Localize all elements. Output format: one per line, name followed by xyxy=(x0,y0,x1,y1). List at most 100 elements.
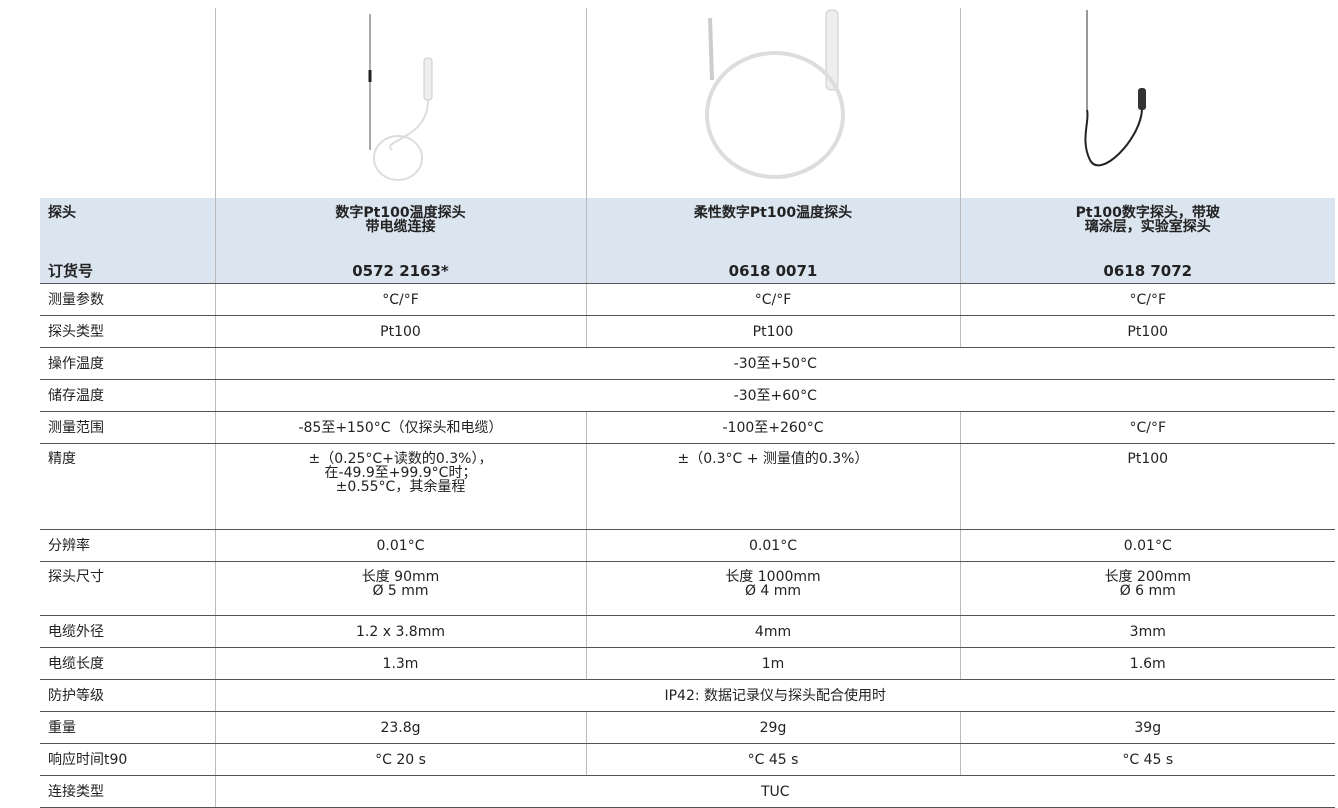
table-cell: Pt100 xyxy=(959,443,1335,530)
header-row: 探头 数字Pt100温度探头 带电缆连接 柔性数字Pt100温度探头 Pt100数字探头… xyxy=(40,198,1335,258)
table-cell: ±（0.3°C + 测量值的0.3%） xyxy=(585,443,960,530)
table-cell: 长度 200mm Ø 6 mm xyxy=(959,561,1335,616)
table-cell: 长度 1000mm Ø 4 mm xyxy=(585,561,960,616)
spec-table: 探头 数字Pt100温度探头 带电缆连接 柔性数字Pt100温度探头 Pt100数字探头… xyxy=(40,198,1335,808)
cell-line: 长度 1000mm xyxy=(725,569,821,585)
table-cell: 0618 0071 xyxy=(585,258,960,284)
table-cell: 连接类型 xyxy=(40,775,215,808)
cell-line: ±（0.3°C + 测量值的0.3%） xyxy=(677,451,869,467)
cell-line: °C/°F xyxy=(754,291,792,308)
table-cell: 39g xyxy=(959,711,1335,744)
cell-line: 长度 200mm xyxy=(1104,569,1191,585)
table-cell: 储存温度 xyxy=(40,379,215,412)
cell-line: 1.6m xyxy=(1129,655,1166,672)
spec-row: 操作温度 -30至+50°C xyxy=(40,347,1335,380)
cell-line: Ø 6 mm xyxy=(1119,583,1176,599)
table-cell: 测量范围 xyxy=(40,411,215,444)
table-cell: 0.01°C xyxy=(959,529,1335,562)
table-cell: 防护等级 xyxy=(40,679,215,712)
spec-row: 电缆长度 1.3m 1m 1.6m xyxy=(40,647,1335,680)
table-cell: 柔性数字Pt100温度探头 xyxy=(585,198,960,258)
table-cell: 数字Pt100温度探头 带电缆连接 xyxy=(214,198,586,258)
cell-line: °C 45 s xyxy=(747,751,799,768)
cell-line: 1.2 x 3.8mm xyxy=(356,623,445,640)
table-cell: 3mm xyxy=(959,615,1335,648)
order-row: 订货号 0572 2163* 0618 0071 0618 7072 xyxy=(40,258,1335,284)
table-cell: 1.2 x 3.8mm xyxy=(214,615,586,648)
cell-line: Ø 4 mm xyxy=(744,583,802,599)
cell-line: 长度 90mm xyxy=(361,569,440,585)
table-cell: -85至+150°C（仅探头和电缆） xyxy=(214,411,586,444)
table-cell: -100至+260°C xyxy=(585,411,960,444)
spec-row: 分辨率 0.01°C 0.01°C 0.01°C xyxy=(40,529,1335,562)
cell-line: ±（0.25°C+读数的0.3%）， xyxy=(308,451,493,467)
cell-line: 0.01°C xyxy=(376,537,425,554)
cell-line: 柔性数字Pt100温度探头 xyxy=(693,205,853,221)
product-images xyxy=(215,8,1146,198)
table-cell: 探头 xyxy=(40,198,215,258)
cell-line: 0.01°C xyxy=(1123,537,1172,554)
cell-line: ±0.55°C，其余量程 xyxy=(335,479,466,495)
spec-row: 响应时间t90 °C 20 s °C 45 s °C 45 s xyxy=(40,743,1335,776)
spec-row: 防护等级 IP42: 数据记录仪与探头配合使用时 xyxy=(40,679,1335,712)
table-cell: 订货号 xyxy=(40,258,215,284)
table-cell: Pt100 xyxy=(214,315,586,348)
cell-line: 23.8g xyxy=(380,719,421,736)
cell-line: 3mm xyxy=(1129,623,1166,640)
table-cell: 1.6m xyxy=(959,647,1335,680)
cell-line: 29g xyxy=(759,719,787,736)
table-cell: °C 45 s xyxy=(959,743,1335,776)
probe-image-3 xyxy=(1084,10,1146,167)
table-cell: 操作温度 xyxy=(40,347,215,380)
table-cell: 探头尺寸 xyxy=(40,561,215,616)
table-cell: 重量 xyxy=(40,711,215,744)
cell-line: °C/°F xyxy=(1129,291,1167,308)
cell-line: °C/°F xyxy=(382,291,419,308)
table-cell: 电缆长度 xyxy=(40,647,215,680)
spec-row: 精度 ±（0.25°C+读数的0.3%）， 在-49.9至+99.9°C时； ±0.5… xyxy=(40,443,1335,530)
table-cell: Pt100 xyxy=(585,315,960,348)
cell-line: Pt100 xyxy=(380,323,421,340)
table-cell: 长度 90mm Ø 5 mm xyxy=(214,561,586,616)
spec-row: 探头尺寸 长度 90mm Ø 5 mm 长度 1000mm Ø 4 mm 长度 200mm… xyxy=(40,561,1335,616)
spec-row: 测量参数 °C/°F °C/°F °C/°F xyxy=(40,283,1335,316)
table-cell: 测量参数 xyxy=(40,283,215,316)
table-cell: -30至+50°C xyxy=(214,347,1335,380)
table-cell: ±（0.25°C+读数的0.3%）， 在-49.9至+99.9°C时； ±0.55°… xyxy=(214,443,586,530)
cell-line: Pt100数字探头，带玻 xyxy=(1075,205,1220,221)
spec-row: 测量范围 -85至+150°C（仅探头和电缆） -100至+260°C °C/°F xyxy=(40,411,1335,444)
cell-line: TUC xyxy=(760,783,790,800)
cell-line: 1.3m xyxy=(382,655,419,672)
cell-line: -100至+260°C xyxy=(722,419,824,436)
table-cell: °C/°F xyxy=(959,283,1335,316)
spec-row: 连接类型 TUC xyxy=(40,775,1335,808)
cell-line: IP42: 数据记录仪与探头配合使用时 xyxy=(664,687,887,704)
table-cell: TUC xyxy=(214,775,1335,808)
cell-line: °C 45 s xyxy=(1122,751,1174,768)
table-cell: 1m xyxy=(585,647,960,680)
table-cell: 29g xyxy=(585,711,960,744)
table-cell: 探头类型 xyxy=(40,315,215,348)
table-cell: 精度 xyxy=(40,443,215,530)
probe-image-2 xyxy=(705,9,845,179)
cell-line: 4mm xyxy=(754,623,792,640)
table-cell: Pt100数字探头，带玻 璃涂层，实验室探头 xyxy=(959,198,1335,258)
cell-line: 在-49.9至+99.9°C时； xyxy=(324,465,477,481)
cell-line: Pt100 xyxy=(1127,451,1169,467)
spec-row: 储存温度 -30至+60°C xyxy=(40,379,1335,412)
spec-row: 探头类型 Pt100 Pt100 Pt100 xyxy=(40,315,1335,348)
spec-row: 重量 23.8g 29g 39g xyxy=(40,711,1335,744)
table-body: 探头 数字Pt100温度探头 带电缆连接 柔性数字Pt100温度探头 Pt100数字探头… xyxy=(40,198,1335,808)
table-cell: 1.3m xyxy=(214,647,586,680)
table-cell: 电缆外径 xyxy=(40,615,215,648)
spec-row: 电缆外径 1.2 x 3.8mm 4mm 3mm xyxy=(40,615,1335,648)
cell-line: 39g xyxy=(1134,719,1162,736)
table-cell: 23.8g xyxy=(214,711,586,744)
table-cell: °C/°F xyxy=(585,283,960,316)
table-cell: IP42: 数据记录仪与探头配合使用时 xyxy=(214,679,1335,712)
table-cell: 0618 7072 xyxy=(959,258,1335,284)
cell-line: °C/°F xyxy=(1129,419,1167,436)
cell-line: 数字Pt100温度探头 xyxy=(335,205,466,221)
table-cell: 分辨率 xyxy=(40,529,215,562)
